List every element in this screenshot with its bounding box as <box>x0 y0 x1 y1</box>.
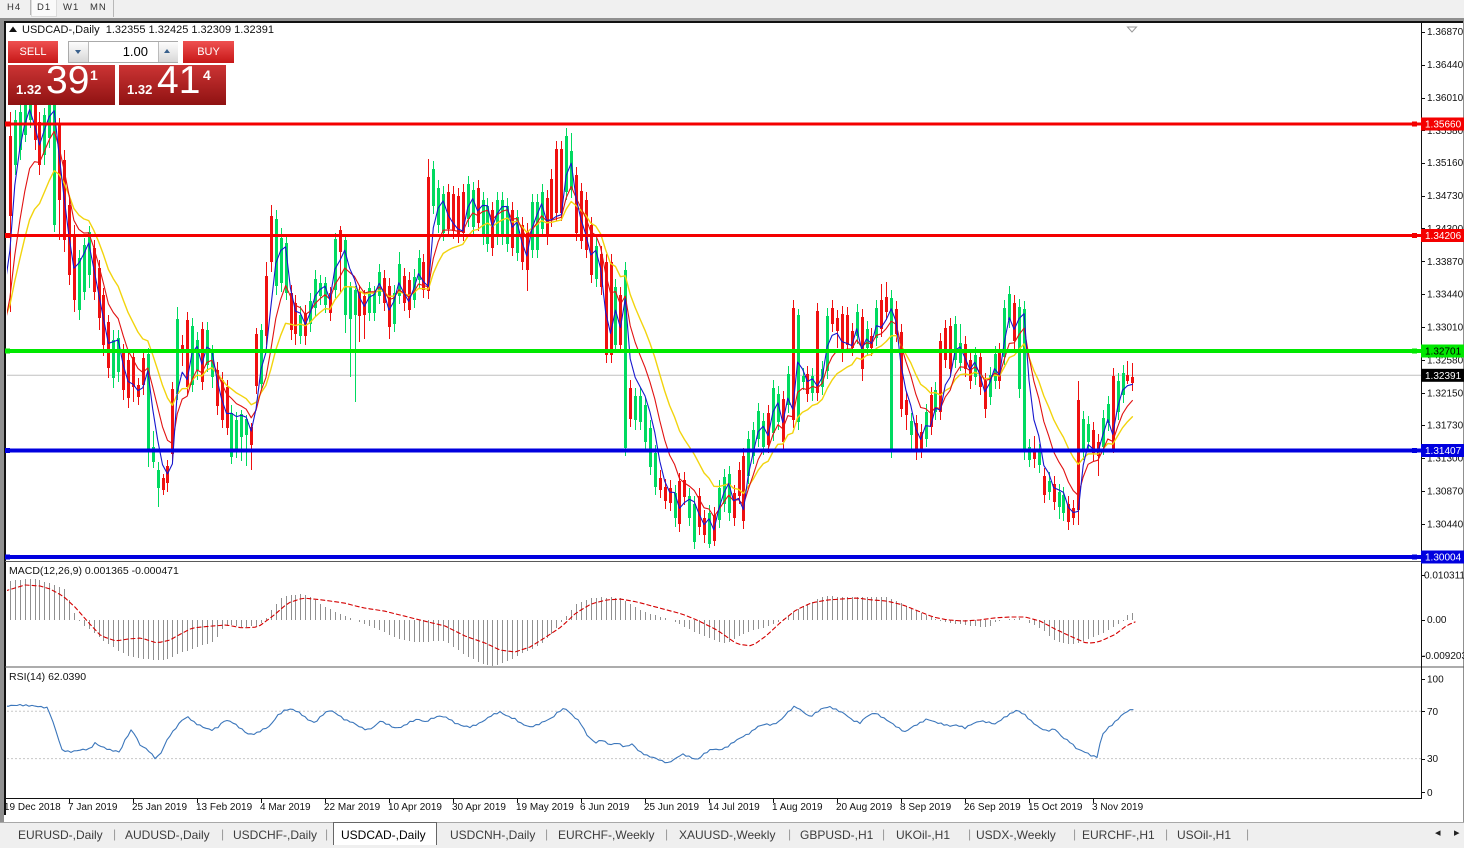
svg-text:20 Aug 2019: 20 Aug 2019 <box>836 802 893 813</box>
svg-text:1.33010: 1.33010 <box>1427 323 1464 334</box>
svg-text:4 Mar 2019: 4 Mar 2019 <box>260 802 311 813</box>
svg-text:RSI(14) 62.0390: RSI(14) 62.0390 <box>9 671 86 683</box>
svg-text:1.36870: 1.36870 <box>1427 27 1464 38</box>
svg-text:0.010311: 0.010311 <box>1424 571 1464 582</box>
svg-text:1.35660: 1.35660 <box>1425 120 1462 131</box>
svg-text:MACD(12,26,9) 0.001365 -0.0004: MACD(12,26,9) 0.001365 -0.000471 <box>9 565 179 577</box>
svg-text:1.30004: 1.30004 <box>1425 553 1462 564</box>
svg-text:1.33440: 1.33440 <box>1427 290 1464 301</box>
svg-text:1.31730: 1.31730 <box>1427 421 1464 432</box>
svg-text:0.00: 0.00 <box>1427 615 1447 626</box>
svg-text:1.32150: 1.32150 <box>1427 389 1464 400</box>
svg-text:30: 30 <box>1427 754 1439 765</box>
svg-text:14 Jul 2019: 14 Jul 2019 <box>708 802 760 813</box>
svg-text:1.31300: 1.31300 <box>1427 454 1464 465</box>
svg-text:1.31407: 1.31407 <box>1425 446 1462 457</box>
svg-text:1.35580: 1.35580 <box>1427 126 1464 137</box>
svg-text:8 Sep 2019: 8 Sep 2019 <box>900 802 952 813</box>
svg-text:1.32391: 1.32391 <box>1425 371 1462 382</box>
svg-text:1.36440: 1.36440 <box>1427 60 1464 71</box>
svg-text:1.35160: 1.35160 <box>1427 158 1464 169</box>
svg-text:1.32580: 1.32580 <box>1427 356 1464 367</box>
svg-text:1 Aug 2019: 1 Aug 2019 <box>772 802 823 813</box>
svg-text:100: 100 <box>1427 675 1444 686</box>
svg-text:25 Jun 2019: 25 Jun 2019 <box>644 802 699 813</box>
svg-text:6 Jun 2019: 6 Jun 2019 <box>580 802 630 813</box>
svg-text:1.33870: 1.33870 <box>1427 257 1464 268</box>
svg-text:1.34730: 1.34730 <box>1427 191 1464 202</box>
svg-text:25 Jan 2019: 25 Jan 2019 <box>132 802 187 813</box>
svg-text:26 Sep 2019: 26 Sep 2019 <box>964 802 1021 813</box>
svg-text:1.34206: 1.34206 <box>1425 231 1462 242</box>
svg-text:30 Apr 2019: 30 Apr 2019 <box>452 802 506 813</box>
svg-text:13 Feb 2019: 13 Feb 2019 <box>196 802 253 813</box>
svg-text:70: 70 <box>1427 707 1439 718</box>
svg-text:19 May 2019: 19 May 2019 <box>516 802 574 813</box>
svg-text:1.36010: 1.36010 <box>1427 93 1464 104</box>
svg-text:19 Dec 2018: 19 Dec 2018 <box>4 802 61 813</box>
svg-text:USDCAD-,Daily 1.32355 1.32425: USDCAD-,Daily 1.32355 1.32425 1.32309 1.… <box>22 24 274 36</box>
svg-text:1.30870: 1.30870 <box>1427 487 1464 498</box>
svg-text:10 Apr 2019: 10 Apr 2019 <box>388 802 442 813</box>
svg-text:7 Jan 2019: 7 Jan 2019 <box>68 802 118 813</box>
svg-text:15 Oct 2019: 15 Oct 2019 <box>1028 802 1083 813</box>
svg-text:22 Mar 2019: 22 Mar 2019 <box>324 802 381 813</box>
svg-text:1.32701: 1.32701 <box>1425 347 1462 358</box>
svg-text:0: 0 <box>1427 788 1433 799</box>
svg-text:-0.009203: -0.009203 <box>1422 651 1464 662</box>
svg-text:1.30440: 1.30440 <box>1427 519 1464 530</box>
svg-text:3 Nov 2019: 3 Nov 2019 <box>1092 802 1144 813</box>
